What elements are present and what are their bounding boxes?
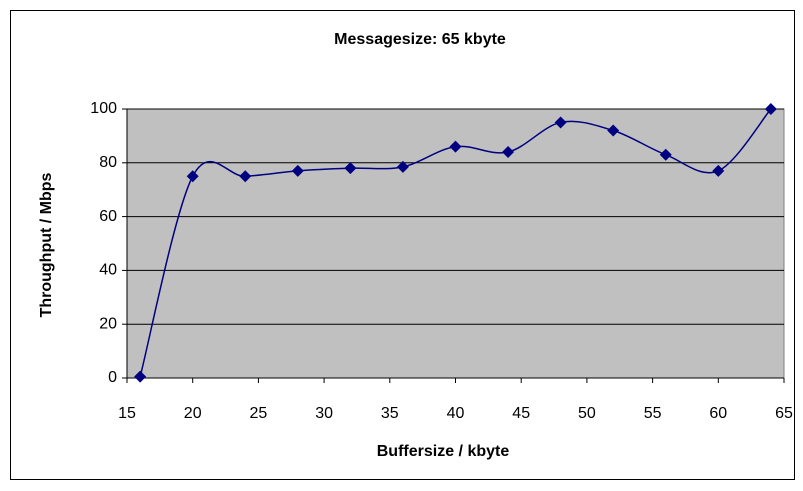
marker — [134, 370, 147, 383]
y-tick-label: 0 — [108, 369, 117, 386]
x-tick-label: 60 — [709, 405, 727, 422]
y-tick-label: 100 — [90, 100, 117, 117]
x-tick-label: 55 — [644, 405, 662, 422]
x-tick-label: 25 — [250, 405, 268, 422]
chart-title: Messagesize: 65 kbyte — [334, 31, 506, 48]
x-tick-label: 35 — [381, 405, 399, 422]
marker — [607, 124, 620, 137]
y-tick-label: 20 — [99, 315, 117, 332]
marker — [291, 164, 304, 177]
y-tick-label: 40 — [99, 262, 117, 279]
x-tick-label: 15 — [118, 405, 136, 422]
x-tick-label: 65 — [775, 405, 793, 422]
x-axis-label: Buffersize / kbyte — [377, 443, 510, 460]
marker — [449, 140, 462, 153]
marker — [396, 160, 409, 173]
marker — [554, 116, 567, 129]
marker — [344, 162, 357, 175]
x-tick-label: 30 — [315, 405, 333, 422]
marker — [502, 146, 515, 159]
y-tick-label: 60 — [99, 208, 117, 225]
y-tick-label: 80 — [99, 154, 117, 171]
x-tick-label: 45 — [512, 405, 530, 422]
marker — [764, 103, 777, 115]
y-axis-label: Throughput / Mbps — [38, 172, 55, 317]
marker — [659, 148, 672, 161]
marker — [239, 170, 252, 183]
x-tick-label: 20 — [184, 405, 202, 422]
x-tick-label: 50 — [578, 405, 596, 422]
plot-area — [126, 108, 785, 379]
marker — [712, 164, 725, 177]
x-tick-label: 40 — [447, 405, 465, 422]
marker — [186, 170, 199, 183]
